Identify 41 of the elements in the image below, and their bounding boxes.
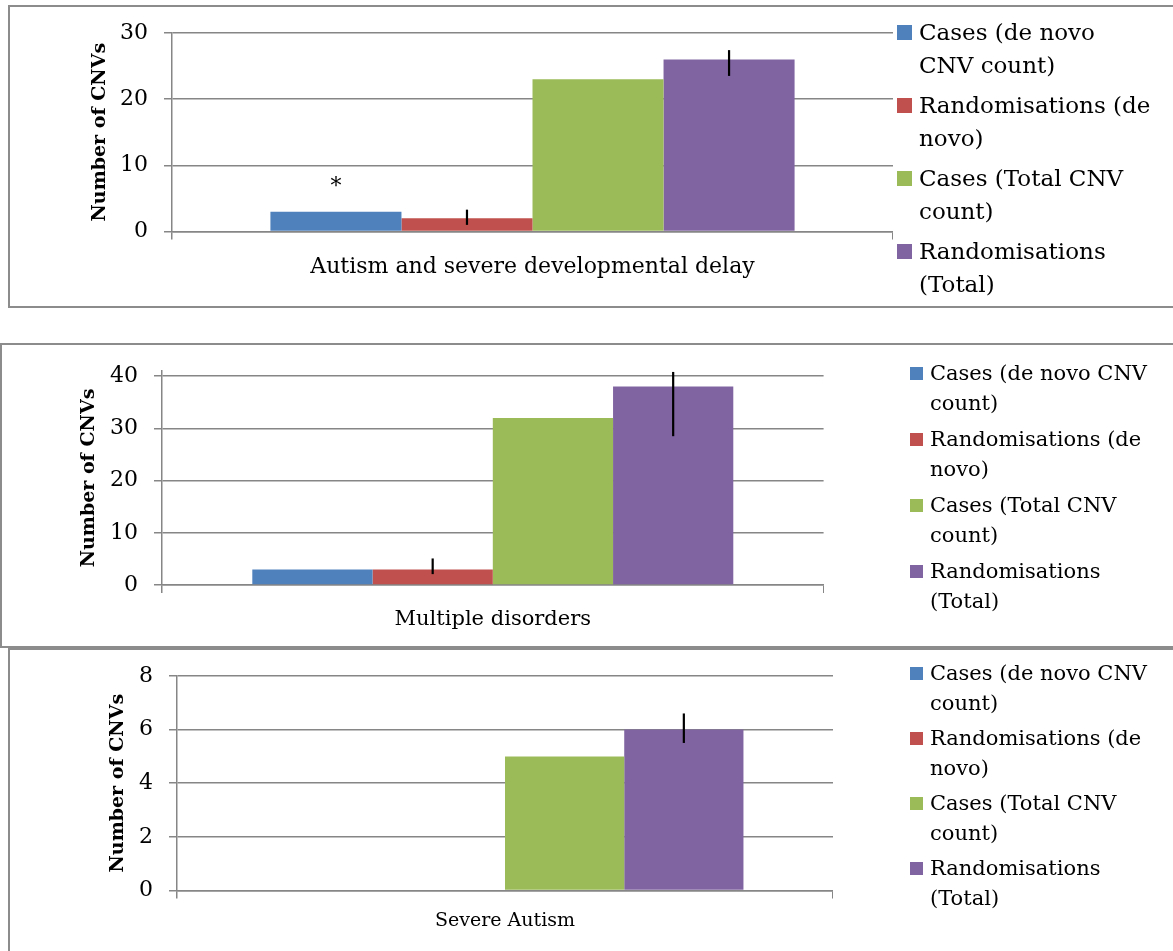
y-tick-label: 0 [139, 876, 153, 902]
y-tick-label: 20 [110, 466, 138, 492]
bar [401, 218, 533, 231]
legend-label: Randomisations (Total) [919, 236, 1107, 299]
y-tick-label: 30 [120, 18, 148, 44]
y-tick-label: 10 [110, 518, 138, 544]
x-tick-label: Severe Autism [434, 907, 576, 930]
legend-label: Cases (de novo CNV count) [930, 360, 1149, 417]
bar [270, 211, 402, 231]
y-axis-title: Number of CNVs [86, 42, 109, 222]
y-tick-label: 6 [139, 715, 153, 741]
legend-label: Randomisations (Total) [930, 558, 1102, 615]
x-tick-label: Autism and severe developmental delay [309, 252, 756, 278]
y-tick-label: 2 [139, 822, 153, 848]
legend-label: Randomisations (de novo) [930, 725, 1143, 782]
bar [532, 79, 664, 231]
y-tick-label: 4 [139, 768, 153, 794]
legend-label: Randomisations (Total) [930, 855, 1102, 912]
legend-label: Randomisations (de novo) [919, 90, 1152, 153]
y-tick-label: 8 [139, 661, 153, 687]
bar [492, 417, 614, 585]
y-tick-label: 40 [110, 361, 138, 387]
legend-label: Cases (Total CNV count) [930, 790, 1118, 847]
annotation: * [330, 172, 342, 198]
legend-label: Cases (de novo CNV count) [919, 17, 1096, 80]
bar [613, 386, 734, 585]
bar [663, 59, 795, 231]
y-tick-label: 0 [134, 217, 148, 243]
y-tick-label: 10 [120, 151, 148, 177]
y-tick-label: 30 [110, 414, 138, 440]
legend-label: Randomisations (de novo) [930, 426, 1143, 483]
y-axis-title: Number of CNVs [104, 693, 127, 873]
legend-label: Cases (de novo CNV count) [930, 660, 1149, 717]
bar [372, 569, 493, 585]
y-tick-label: 0 [124, 570, 138, 596]
legend-label: Cases (Total CNV count) [919, 163, 1125, 226]
legend-label: Cases (Total CNV count) [930, 492, 1118, 549]
bar [252, 569, 373, 585]
y-axis-title: Number of CNVs [75, 388, 98, 568]
y-tick-label: 20 [120, 84, 148, 110]
x-tick-label: Multiple disorders [394, 606, 592, 631]
